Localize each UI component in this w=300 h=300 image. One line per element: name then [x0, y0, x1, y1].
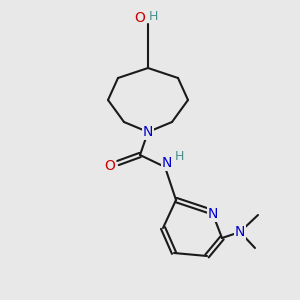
Text: N: N [143, 125, 153, 139]
Text: H: H [174, 151, 184, 164]
Text: H: H [148, 10, 158, 22]
Text: O: O [135, 11, 146, 25]
Text: O: O [105, 159, 116, 173]
Text: N: N [208, 207, 218, 221]
Text: N: N [162, 156, 172, 170]
Text: N: N [235, 225, 245, 239]
